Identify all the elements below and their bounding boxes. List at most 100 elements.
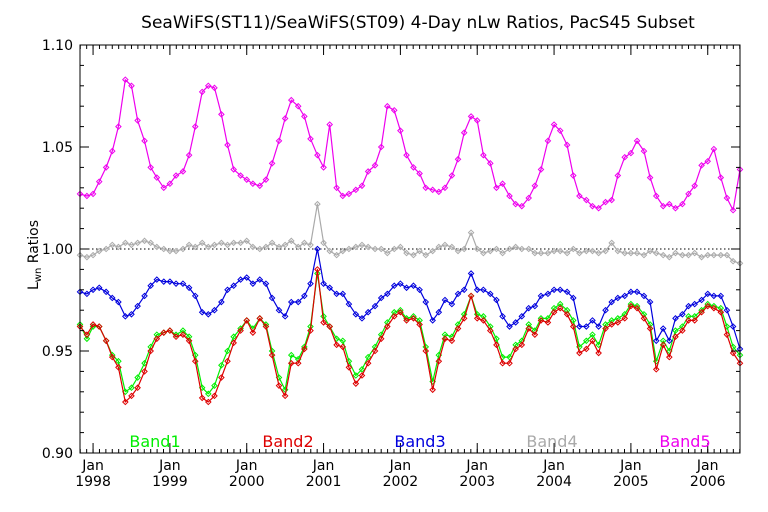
data-point-band2 (102, 337, 110, 345)
data-point-band2 (333, 341, 340, 349)
data-point-band5 (390, 106, 398, 114)
data-point-band2 (537, 317, 545, 324)
data-point-band2 (191, 357, 199, 365)
x-tick-label-month: Jan (312, 458, 335, 474)
data-point-band1 (115, 357, 122, 365)
data-point-band3 (326, 284, 334, 292)
data-point-band4 (147, 239, 154, 247)
data-point-band4 (211, 241, 218, 249)
data-point-band4 (262, 243, 270, 251)
data-point-band5 (589, 202, 596, 210)
data-point-band5 (108, 147, 116, 155)
data-point-band1 (480, 313, 487, 320)
data-point-band4 (710, 251, 718, 259)
data-point-band1 (512, 341, 519, 349)
data-point-band3 (473, 286, 481, 294)
data-point-band5 (729, 206, 737, 214)
data-point-band1 (544, 315, 552, 322)
data-point-band1 (506, 353, 513, 361)
data-point-band3 (249, 280, 257, 287)
data-point-band3 (339, 290, 347, 298)
data-point-band2 (717, 308, 725, 316)
data-point-band2 (211, 392, 218, 400)
data-point-band4 (377, 245, 385, 253)
data-point-band2 (589, 337, 596, 345)
data-point-band5 (230, 166, 237, 173)
data-point-band4 (179, 245, 187, 253)
data-point-band5 (422, 184, 430, 192)
data-point-band4 (441, 241, 449, 249)
data-point-band3 (544, 290, 552, 298)
data-point-band2 (531, 331, 539, 338)
y-axis-label-rest: Ratios (26, 220, 42, 268)
data-point-band4 (333, 251, 340, 259)
data-point-band3 (679, 310, 686, 318)
data-point-band3 (333, 290, 340, 298)
data-point-band1 (185, 333, 193, 341)
data-point-band2 (506, 359, 513, 367)
x-tick-label-month: Jan (389, 458, 412, 474)
data-point-band4 (429, 247, 436, 255)
data-point-band1 (390, 308, 398, 316)
data-point-band2 (460, 315, 468, 322)
data-point-band1 (685, 313, 692, 320)
data-point-band4 (185, 241, 193, 249)
data-point-band4 (237, 239, 244, 247)
data-point-band2 (256, 315, 264, 322)
data-point-band5 (89, 190, 97, 198)
data-point-band2 (723, 331, 731, 338)
data-point-band5 (723, 194, 731, 202)
data-point-band5 (506, 192, 513, 200)
data-point-band3 (281, 313, 289, 320)
data-point-band1 (224, 347, 231, 355)
data-point-band2 (499, 359, 506, 367)
data-point-band5 (364, 168, 372, 175)
data-point-band3 (95, 284, 103, 292)
data-point-band1 (493, 335, 500, 343)
data-point-band5 (614, 172, 622, 179)
data-point-band5 (218, 111, 225, 118)
data-point-band5 (95, 178, 103, 185)
data-point-band3 (218, 298, 225, 306)
data-point-band3 (108, 294, 116, 302)
data-point-band5 (358, 182, 366, 190)
data-point-band3 (410, 282, 417, 290)
data-point-band3 (602, 306, 609, 314)
x-tick-label-month: Jan (619, 458, 642, 474)
data-point-band3 (89, 286, 97, 294)
data-point-band4 (480, 249, 487, 257)
data-point-band2 (377, 335, 385, 343)
data-point-band2 (691, 317, 698, 324)
data-point-band3 (147, 282, 154, 290)
data-point-band4 (224, 241, 231, 249)
data-point-band3 (115, 298, 122, 306)
data-point-band3 (83, 290, 91, 298)
data-point-band2 (422, 347, 430, 355)
series-line-band1 (79, 272, 741, 395)
x-tick-label-year: 1998 (75, 474, 111, 490)
data-point-band3 (262, 280, 270, 287)
data-point-band2 (679, 327, 686, 334)
data-point-band3 (627, 288, 635, 296)
data-point-band2 (122, 398, 129, 406)
data-point-band5 (544, 137, 552, 145)
data-point-band2 (262, 323, 270, 330)
data-point-band5 (704, 157, 712, 165)
x-tick-label-year: 2000 (229, 474, 265, 490)
data-point-band3 (723, 306, 731, 314)
data-point-band3 (390, 282, 398, 290)
data-point-band3 (364, 308, 372, 316)
data-point-band5 (416, 170, 423, 177)
data-point-band5 (710, 145, 718, 153)
data-point-band3 (646, 298, 654, 306)
data-point-band4 (608, 239, 615, 247)
data-point-band4 (307, 241, 314, 249)
data-point-band5 (243, 176, 251, 183)
data-point-band1 (333, 335, 340, 343)
data-point-band3 (185, 284, 193, 292)
data-point-band5 (652, 192, 660, 200)
data-point-band1 (672, 327, 679, 334)
data-point-band2 (287, 359, 295, 367)
data-point-band5 (294, 102, 302, 110)
data-point-band4 (531, 249, 539, 257)
